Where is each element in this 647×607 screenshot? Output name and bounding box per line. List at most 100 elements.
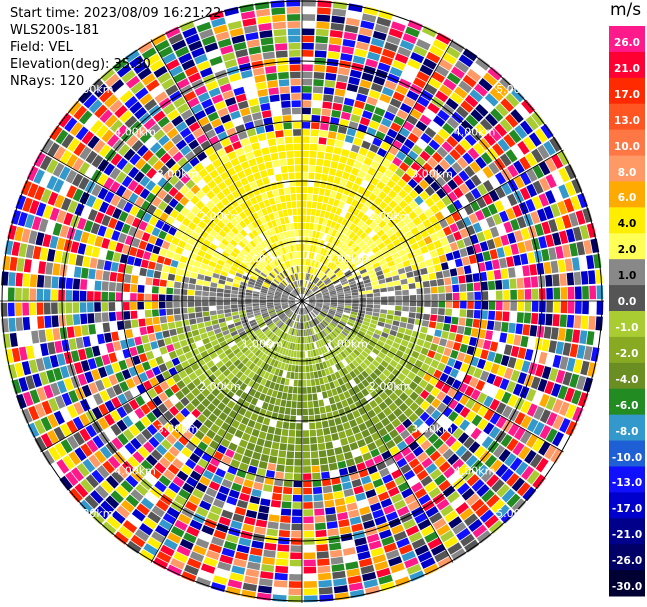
velocity-gate xyxy=(232,334,240,341)
velocity-gate xyxy=(235,272,243,278)
velocity-gate xyxy=(155,444,168,456)
velocity-gate xyxy=(275,329,281,336)
velocity-gate xyxy=(209,287,217,292)
velocity-gate xyxy=(429,421,441,432)
velocity-gate xyxy=(257,351,264,359)
velocity-gate xyxy=(427,157,438,168)
velocity-gate xyxy=(118,330,127,340)
velocity-gate xyxy=(267,292,275,296)
velocity-gate xyxy=(112,252,122,263)
velocity-gate xyxy=(244,516,256,526)
velocity-gate xyxy=(428,139,441,151)
velocity-gate xyxy=(154,480,167,493)
velocity-gate xyxy=(389,66,403,78)
velocity-gate xyxy=(477,405,489,417)
velocity-gate xyxy=(387,412,397,423)
velocity-gate xyxy=(243,208,252,217)
velocity-gate xyxy=(453,402,465,414)
velocity-gate xyxy=(385,423,395,433)
velocity-gate xyxy=(234,275,242,282)
velocity-gate xyxy=(277,285,284,291)
velocity-gate xyxy=(418,332,427,341)
velocity-gate xyxy=(185,179,196,190)
velocity-gate xyxy=(356,315,364,321)
velocity-gate xyxy=(217,38,232,48)
velocity-gate xyxy=(505,113,519,128)
velocity-gate xyxy=(247,214,255,223)
velocity-gate xyxy=(235,196,244,205)
velocity-gate xyxy=(550,260,559,274)
velocity-gate xyxy=(173,301,180,308)
velocity-gate xyxy=(238,240,246,249)
velocity-gate xyxy=(489,341,499,352)
velocity-gate xyxy=(245,303,252,307)
velocity-gate xyxy=(289,342,294,350)
velocity-gate xyxy=(569,373,580,388)
velocity-gate xyxy=(327,528,340,537)
velocity-gate xyxy=(514,124,528,140)
velocity-gate xyxy=(27,183,39,198)
velocity-gate xyxy=(208,87,221,98)
velocity-gate xyxy=(299,258,302,266)
velocity-gate xyxy=(292,121,301,129)
velocity-gate xyxy=(215,348,224,356)
velocity-gate xyxy=(259,294,267,298)
velocity-gate xyxy=(250,165,259,174)
velocity-gate xyxy=(123,148,136,161)
velocity-gate xyxy=(522,486,537,502)
velocity-gate xyxy=(424,83,438,96)
velocity-gate xyxy=(340,111,351,121)
velocity-gate xyxy=(348,76,360,86)
velocity-gate xyxy=(467,301,474,309)
velocity-gate xyxy=(297,401,302,409)
velocity-gate xyxy=(216,301,224,306)
velocity-gate xyxy=(323,159,331,168)
velocity-gate xyxy=(346,321,354,327)
velocity-gate xyxy=(211,185,222,195)
velocity-gate xyxy=(344,356,352,365)
velocity-gate xyxy=(373,405,382,415)
velocity-gate xyxy=(361,13,377,23)
velocity-gate xyxy=(372,333,381,340)
velocity-gate xyxy=(96,465,110,479)
velocity-gate xyxy=(231,308,239,313)
velocity-gate xyxy=(255,316,263,322)
velocity-gate xyxy=(335,312,343,316)
velocity-gate xyxy=(285,223,291,231)
velocity-gate xyxy=(217,444,227,455)
velocity-gate xyxy=(141,428,153,441)
velocity-gate xyxy=(376,254,385,262)
velocity-gate xyxy=(234,214,243,223)
velocity-gate xyxy=(46,369,56,383)
velocity-gate xyxy=(310,267,315,275)
velocity-gate xyxy=(305,358,309,365)
velocity-gate xyxy=(204,275,212,282)
velocity-gate xyxy=(281,332,286,339)
velocity-gate xyxy=(286,451,295,459)
velocity-gate xyxy=(452,427,464,440)
velocity-gate xyxy=(281,302,288,305)
velocity-gate xyxy=(224,312,232,318)
velocity-gate xyxy=(429,343,439,352)
velocity-gate xyxy=(188,139,200,150)
velocity-gate xyxy=(464,165,476,178)
velocity-gate xyxy=(145,317,153,326)
velocity-gate xyxy=(420,400,430,411)
velocity-gate xyxy=(38,329,47,343)
velocity-gate xyxy=(303,573,317,581)
velocity-gate xyxy=(466,309,474,318)
velocity-gate xyxy=(240,107,251,117)
velocity-gate xyxy=(345,220,353,229)
velocity-gate xyxy=(296,415,302,423)
velocity-gate xyxy=(531,111,545,127)
velocity-gate xyxy=(291,305,297,311)
velocity-gate xyxy=(47,413,59,428)
velocity-gate xyxy=(285,309,291,315)
velocity-gate xyxy=(249,435,258,444)
velocity-gate xyxy=(133,184,145,196)
velocity-gate xyxy=(194,85,208,96)
velocity-gate xyxy=(337,301,345,303)
velocity-gate xyxy=(271,334,277,342)
velocity-gate xyxy=(221,547,236,558)
velocity-gate xyxy=(330,293,337,297)
